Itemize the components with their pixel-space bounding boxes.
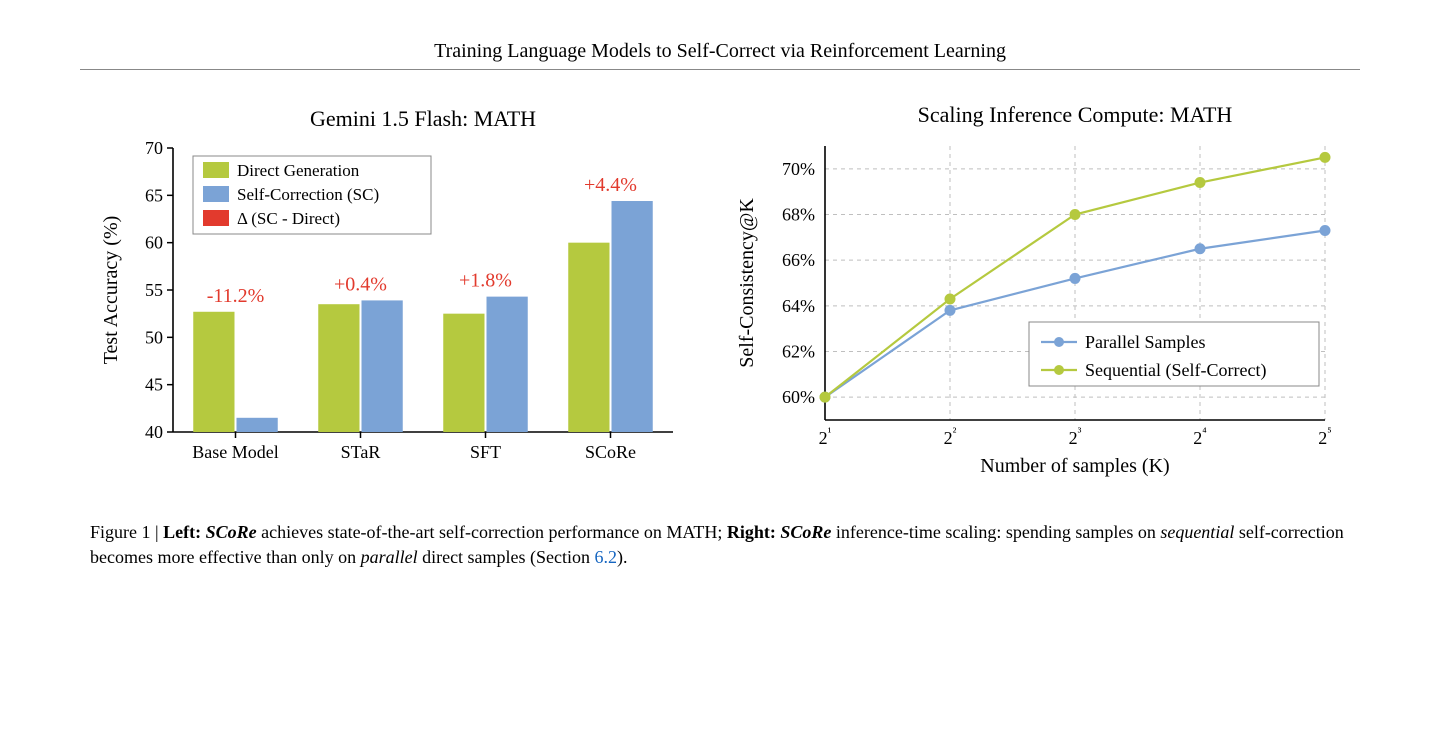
figure-label: Figure 1 <box>90 522 151 542</box>
svg-text:Δ (SC - Direct): Δ (SC - Direct) <box>237 209 340 228</box>
right-t5: ). <box>617 547 628 567</box>
svg-text:Test Accuracy (%): Test Accuracy (%) <box>100 216 122 365</box>
svg-text:60: 60 <box>145 233 163 253</box>
svg-text:64%: 64% <box>782 296 815 316</box>
svg-text:2²: 2² <box>944 425 957 448</box>
svg-text:Scaling Inference Compute: MAT: Scaling Inference Compute: MATH <box>918 102 1233 127</box>
right-t2: inference-time scaling: spending samples… <box>831 522 1160 542</box>
svg-text:70: 70 <box>145 138 163 158</box>
title-rule <box>80 69 1360 70</box>
page: Training Language Models to Self-Correct… <box>0 0 1440 750</box>
left-bold: Left: <box>163 522 201 542</box>
svg-text:65: 65 <box>145 185 163 205</box>
svg-text:60%: 60% <box>782 387 815 407</box>
figure-caption: Figure 1 | Left: SCoRe achieves state-of… <box>90 520 1350 570</box>
left-chart: Gemini 1.5 Flash: MATH 40 45 50 55 60 65 70 Test… <box>95 100 685 480</box>
svg-text:2¹: 2¹ <box>819 425 832 448</box>
figure-row: Gemini 1.5 Flash: MATH 40 45 50 55 60 65 70 Test… <box>80 100 1360 480</box>
svg-text:Base Model: Base Model <box>192 442 278 462</box>
section-link[interactable]: 6.2 <box>595 547 618 567</box>
svg-text:Gemini 1.5 Flash: MATH: Gemini 1.5 Flash: MATH <box>310 106 536 131</box>
svg-text:Sequential (Self-Correct): Sequential (Self-Correct) <box>1085 360 1266 381</box>
svg-text:55: 55 <box>145 280 163 300</box>
par-word: parallel <box>361 547 418 567</box>
left-rest: achieves state-of-the-art self-correctio… <box>257 522 727 542</box>
svg-text:+1.8%: +1.8% <box>459 270 512 292</box>
svg-text:Number of samples (K): Number of samples (K) <box>980 455 1169 477</box>
svg-text:2⁴: 2⁴ <box>1193 425 1207 448</box>
score-italic-2: SCoRe <box>780 522 831 542</box>
svg-text:40: 40 <box>145 422 163 442</box>
svg-text:+4.4%: +4.4% <box>584 174 637 196</box>
right-chart: Scaling Inference Compute: MATH 60% 62% 64%… <box>725 100 1345 480</box>
svg-text:Self-Consistency@K: Self-Consistency@K <box>736 198 758 368</box>
right-bold: Right: <box>727 522 776 542</box>
score-italic-1: SCoRe <box>206 522 257 542</box>
svg-text:SFT: SFT <box>470 442 501 462</box>
right-t4: direct samples (Section <box>418 547 595 567</box>
svg-text:45: 45 <box>145 375 163 395</box>
seq-word: sequential <box>1160 522 1234 542</box>
svg-text:2³: 2³ <box>1069 425 1082 448</box>
svg-text:62%: 62% <box>782 342 815 362</box>
svg-text:Direct Generation: Direct Generation <box>237 161 360 180</box>
paper-title: Training Language Models to Self-Correct… <box>80 40 1360 63</box>
caption-sep: | <box>155 522 163 542</box>
svg-text:70%: 70% <box>782 159 815 179</box>
svg-text:50: 50 <box>145 327 163 347</box>
svg-text:-11.2%: -11.2% <box>207 285 265 307</box>
svg-text:+0.4%: +0.4% <box>334 273 387 295</box>
svg-text:68%: 68% <box>782 205 815 225</box>
svg-text:2⁵: 2⁵ <box>1318 425 1331 448</box>
svg-text:SCoRe: SCoRe <box>585 442 636 462</box>
svg-text:Parallel Samples: Parallel Samples <box>1085 332 1205 352</box>
svg-text:STaR: STaR <box>341 442 381 462</box>
svg-text:66%: 66% <box>782 250 815 270</box>
svg-text:Self-Correction (SC): Self-Correction (SC) <box>237 185 379 204</box>
